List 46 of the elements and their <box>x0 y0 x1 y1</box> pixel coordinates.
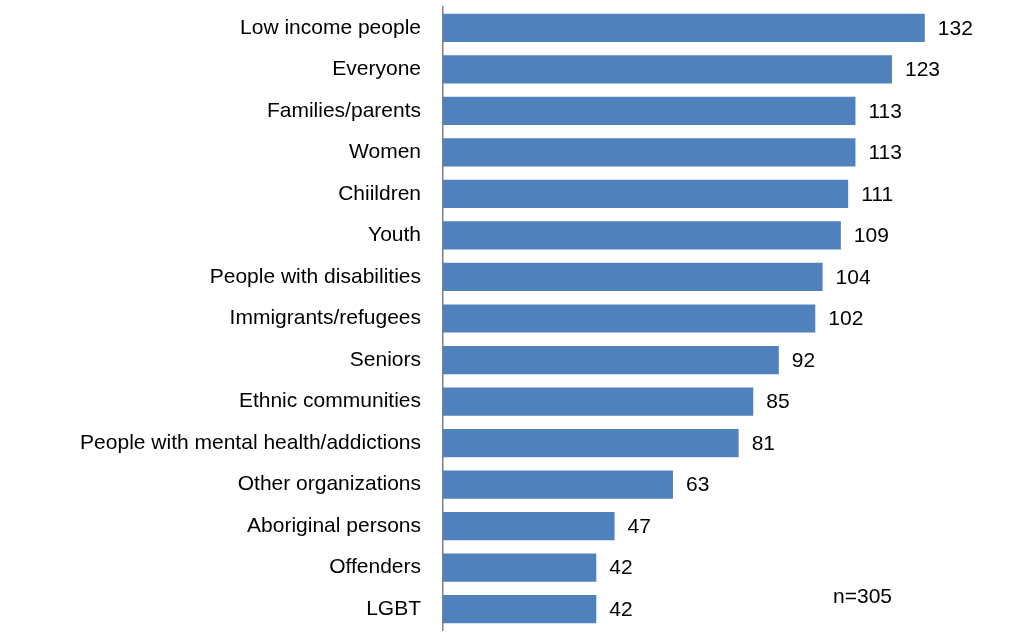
data-label: 42 <box>609 597 633 621</box>
annotation: n=305 <box>833 583 892 607</box>
bar <box>443 262 823 292</box>
y-tick-label: Offenders <box>329 554 421 578</box>
bar <box>443 304 816 333</box>
bar <box>443 55 892 84</box>
bar <box>443 345 779 375</box>
y-tick-label: Youth <box>368 222 421 246</box>
y-tick-label: People with mental health/addictions <box>80 429 421 453</box>
data-label: 42 <box>609 555 633 579</box>
bar <box>443 96 856 125</box>
y-tick-label: Ethnic communities <box>238 388 421 412</box>
y-tick-label: LGBT <box>366 596 422 620</box>
data-label: 123 <box>904 57 940 81</box>
data-label: 63 <box>685 472 710 496</box>
data-label: 92 <box>791 347 816 371</box>
data-label: 104 <box>835 264 871 288</box>
data-label: 81 <box>751 430 776 454</box>
y-tick-label: Aboriginal persons <box>247 512 421 536</box>
bar <box>443 13 925 42</box>
bar <box>443 553 597 582</box>
bar <box>443 387 754 416</box>
data-label: 132 <box>937 15 973 39</box>
bar <box>443 428 739 458</box>
y-tick-label: Low income people <box>240 14 421 38</box>
bar <box>443 470 673 499</box>
data-label: 109 <box>853 223 889 247</box>
bar <box>443 512 615 541</box>
y-tick-label: Chiildren <box>338 180 421 204</box>
data-label: 85 <box>766 389 790 413</box>
y-tick-label: Everyone <box>332 56 421 80</box>
bar <box>443 221 841 250</box>
bar <box>443 595 597 624</box>
data-label: 111 <box>861 181 894 205</box>
data-label: 113 <box>868 98 902 122</box>
y-tick-label: Women <box>349 139 421 163</box>
data-label: 102 <box>828 306 864 330</box>
bar <box>443 179 849 209</box>
data-label: 47 <box>627 513 651 537</box>
y-tick-label: Families/parents <box>266 97 421 121</box>
y-tick-label: Immigrants/refugees <box>229 305 421 329</box>
y-tick-label: People with disabilities <box>209 263 421 287</box>
y-tick-label: Seniors <box>349 346 421 370</box>
data-label: 113 <box>868 140 902 164</box>
bar <box>443 138 856 167</box>
y-tick-label: Other organizations <box>237 471 421 495</box>
